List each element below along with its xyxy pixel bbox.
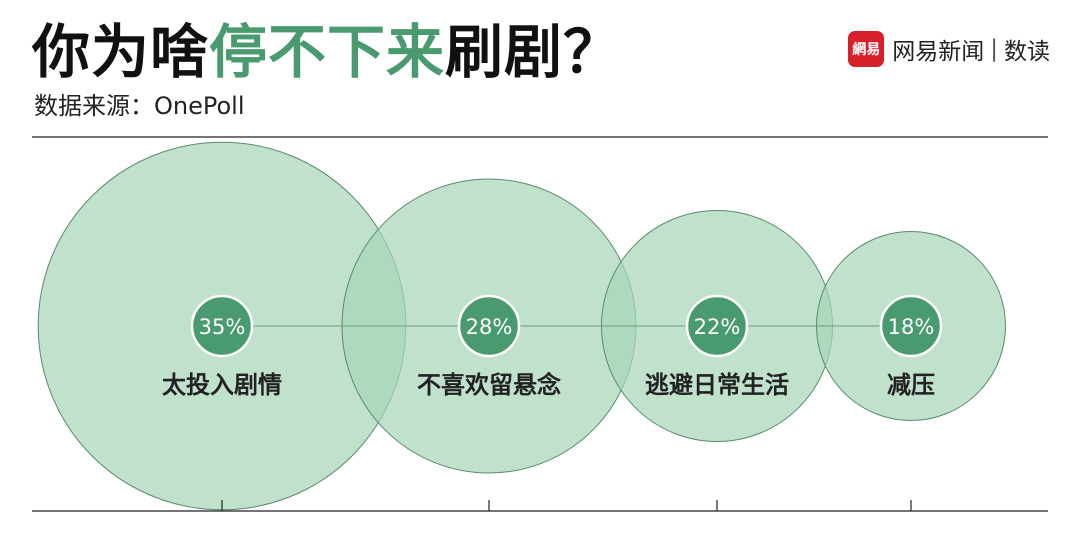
brand: 網易 网易新闻 | 数读	[848, 30, 1050, 68]
value-label-3: 22%	[694, 315, 741, 339]
category-label-1: 太投入剧情	[162, 371, 282, 399]
chart-title: 你为啥停不下来刷剧？	[32, 14, 622, 90]
value-label-2: 28%	[466, 315, 513, 339]
value-badge-4	[879, 294, 943, 358]
value-label-4: 18%	[888, 315, 935, 339]
title-prefix: 你为啥	[32, 18, 210, 86]
brand-section: 数读	[1004, 39, 1050, 65]
brand-separator: |	[990, 36, 998, 62]
data-source: 数据来源：OnePoll	[34, 92, 245, 120]
netease-logo-icon: 網易	[848, 31, 885, 67]
value-badge-3	[685, 294, 749, 358]
value-label-1: 35%	[199, 315, 246, 339]
value-badge-1	[190, 294, 254, 358]
value-badge-2	[457, 294, 521, 358]
title-highlight: 停不下来	[209, 18, 446, 86]
category-label-3: 逃避日常生活	[645, 371, 789, 399]
category-label-4: 减压	[887, 371, 935, 399]
category-label-2: 不喜欢留悬念	[417, 371, 561, 399]
title-suffix: 刷剧？	[445, 18, 623, 86]
brand-name: 网易新闻	[892, 39, 985, 65]
